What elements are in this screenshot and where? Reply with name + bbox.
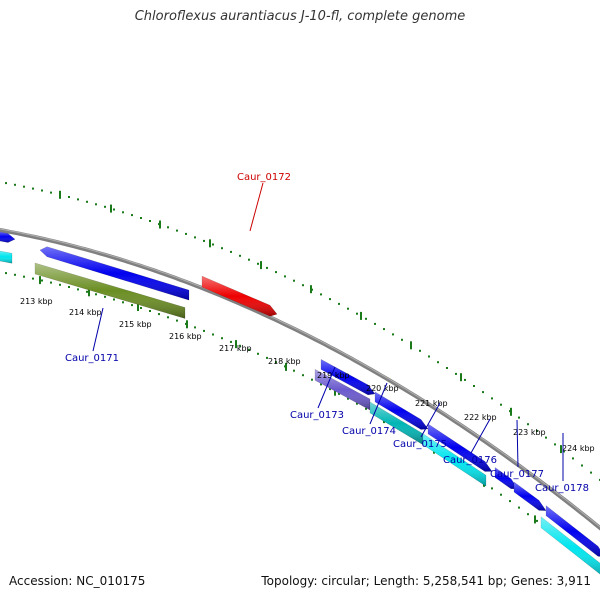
accession-text: Accession: NC_010175 xyxy=(9,574,146,588)
kbp-label: 219 kbp xyxy=(317,371,350,380)
kbp-label: 223 kbp xyxy=(513,428,546,437)
gene-label: Caur_0177 xyxy=(490,469,544,480)
gene-feature xyxy=(513,481,547,511)
gene-feature xyxy=(39,246,190,301)
map-title: Chloroflexus aurantiacus J-10-fl, comple… xyxy=(134,9,466,24)
gene-feature xyxy=(545,505,600,557)
gene-feature xyxy=(34,262,186,319)
gene-feature xyxy=(540,516,600,575)
kbp-label: 222 kbp xyxy=(464,413,497,422)
gene-feature xyxy=(0,231,16,243)
gene-feature xyxy=(0,250,13,264)
kbp-label: 224 kbp xyxy=(562,444,595,453)
kbp-tick-labels: 213 kbp 214 kbp 215 kbp 216 kbp 217 kbp 218 k… xyxy=(20,297,595,453)
gene-feature xyxy=(427,423,493,472)
kbp-label: 217 kbp xyxy=(219,344,252,353)
gene-label-leaders xyxy=(92,182,564,481)
gene-label: Caur_0171 xyxy=(65,353,119,364)
gene-label: Caur_0172 xyxy=(237,172,291,183)
kbp-label: 218 kbp xyxy=(268,357,301,366)
topology-summary-text: Topology: circular; Length: 5,258,541 bp… xyxy=(261,574,591,588)
gene-label: Caur_0178 xyxy=(535,483,589,494)
gene-feature xyxy=(201,275,278,317)
gene-features xyxy=(0,231,600,575)
kbp-label: 216 kbp xyxy=(169,332,202,341)
gene-feature xyxy=(374,391,429,430)
kbp-label: 213 kbp xyxy=(20,297,53,306)
gene-labels: Caur_0172 Caur_0171 Caur_0173 Caur_0174 Caur… xyxy=(65,172,589,494)
gene-label: Caur_0173 xyxy=(290,410,344,421)
gene-label: Caur_0176 xyxy=(443,455,497,466)
kbp-label: 220 kbp xyxy=(366,384,399,393)
gene-feature xyxy=(422,433,487,487)
gene-label: Caur_0174 xyxy=(342,426,396,437)
genome-backbone xyxy=(0,227,600,531)
kbp-label: 214 kbp xyxy=(69,308,102,317)
kbp-label: 221 kbp xyxy=(415,399,448,408)
kbp-label: 215 kbp xyxy=(119,320,152,329)
gene-label: Caur_0175 xyxy=(393,439,447,450)
outer-tick-ring xyxy=(5,182,600,481)
